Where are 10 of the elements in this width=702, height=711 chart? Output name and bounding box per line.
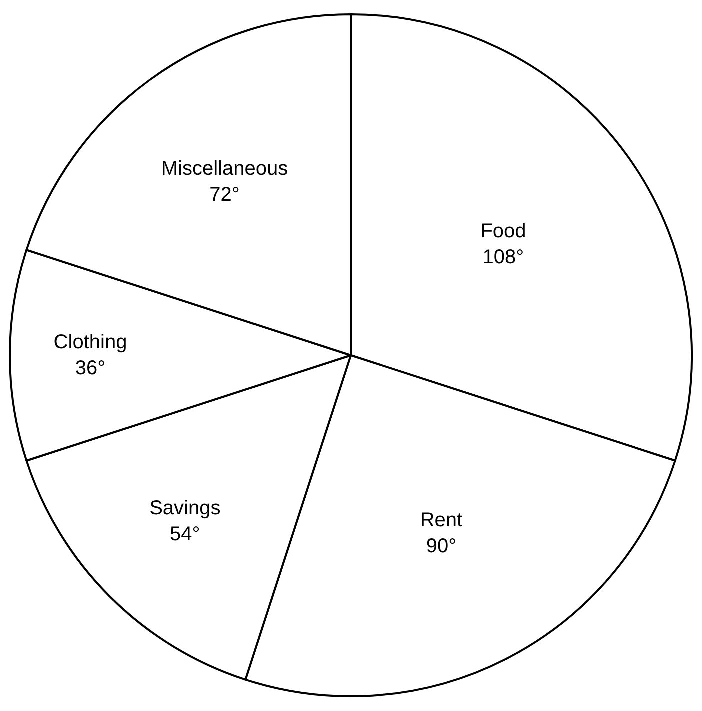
data-label: 90° — [426, 535, 457, 558]
data-label: 72° — [210, 184, 240, 206]
slice-label: Savings — [150, 497, 221, 520]
slice-label: Food — [480, 220, 526, 243]
data-label: 108° — [482, 246, 524, 269]
data-label: 36° — [75, 358, 106, 380]
slice-label: Rent — [420, 509, 464, 532]
data-label: 54° — [170, 523, 200, 546]
slice-label: Clothing — [54, 332, 128, 354]
slice-label: Miscellaneous — [161, 158, 288, 180]
